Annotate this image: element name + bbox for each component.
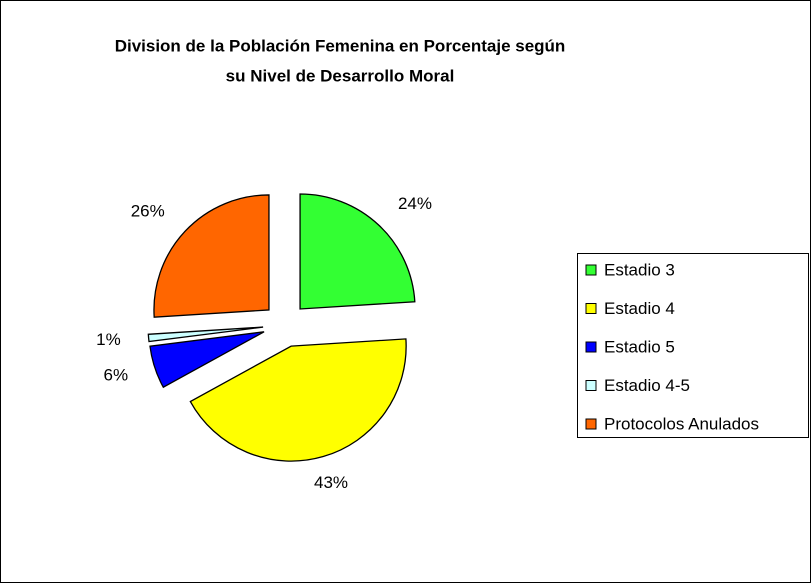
pie-slice bbox=[299, 193, 416, 310]
pie-slice bbox=[153, 194, 270, 318]
legend-label: Protocolos Anulados bbox=[604, 414, 759, 433]
pie-slice bbox=[147, 326, 264, 343]
legend-label: Estadio 4-5 bbox=[604, 376, 690, 395]
legend-swatch bbox=[585, 303, 597, 314]
data-label: 43% bbox=[314, 473, 348, 492]
legend-label: Estadio 3 bbox=[604, 260, 675, 279]
pie-slice bbox=[189, 338, 407, 462]
legend-swatch bbox=[585, 264, 597, 276]
legend-label: Estadio 4 bbox=[604, 299, 675, 318]
legend-swatch bbox=[585, 380, 597, 391]
chart-title: Division de la Población Femenina en Por… bbox=[115, 36, 566, 55]
pie-slice bbox=[149, 331, 265, 389]
chart-title: su Nivel de Desarrollo Moral bbox=[226, 66, 455, 85]
data-label: 26% bbox=[131, 202, 165, 221]
data-label: 6% bbox=[103, 365, 128, 384]
legend-label: Estadio 5 bbox=[604, 337, 675, 356]
legend-box bbox=[577, 253, 809, 438]
legend-swatch bbox=[585, 418, 597, 430]
legend-swatch bbox=[585, 341, 597, 353]
data-label: 24% bbox=[398, 194, 432, 213]
data-label: 1% bbox=[96, 330, 121, 349]
